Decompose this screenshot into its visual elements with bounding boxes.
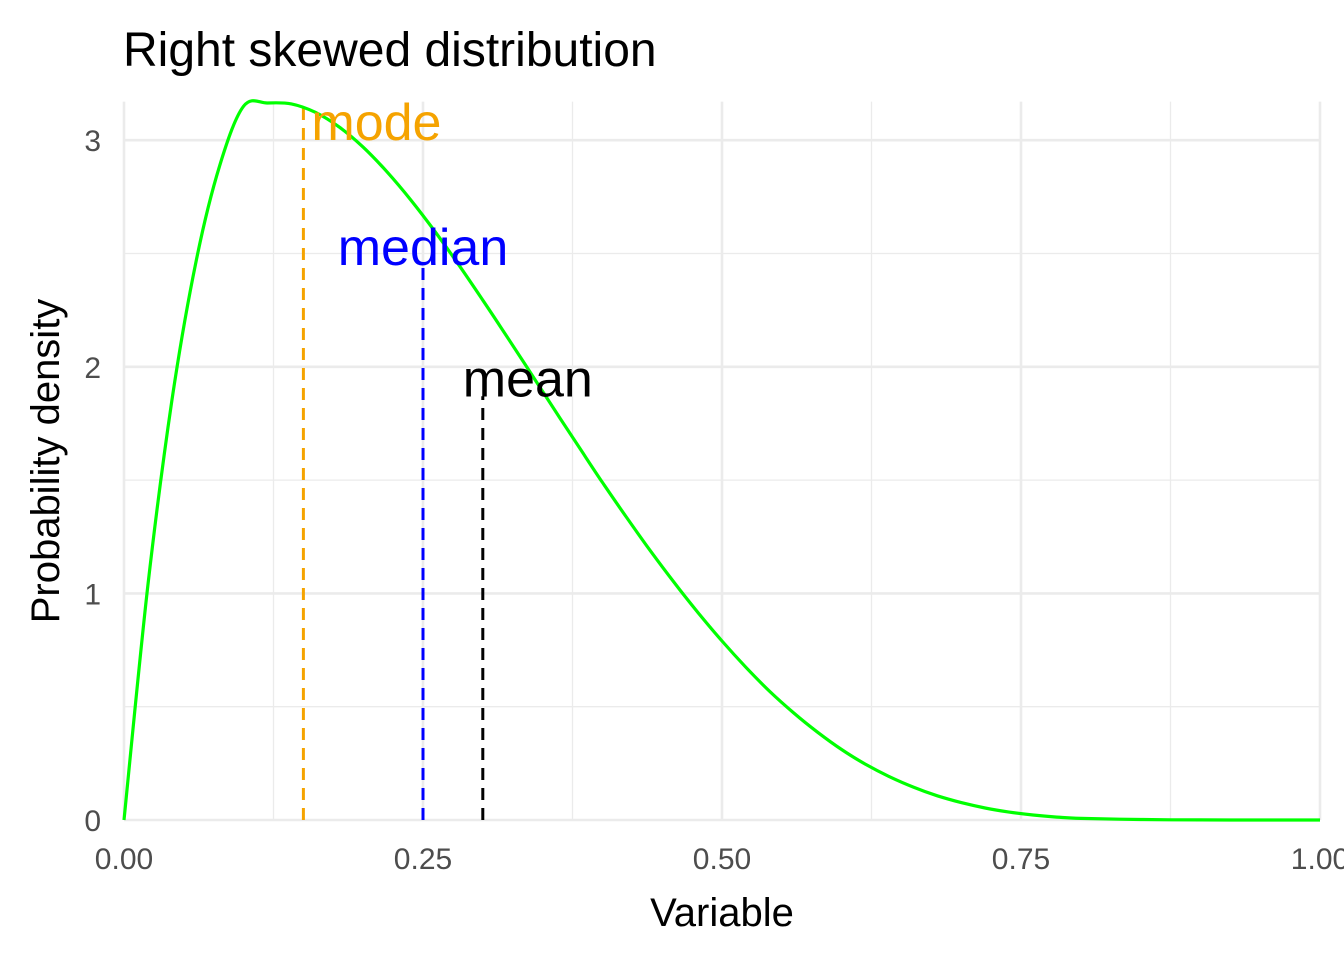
x-axis-ticks: 0.00 0.25 0.50 0.75 1.00	[95, 843, 1344, 876]
reference-lines	[301, 101, 485, 820]
y-tick-label: 1	[84, 578, 101, 611]
y-tick-label: 3	[84, 125, 101, 158]
mode-label: mode	[311, 94, 441, 152]
x-tick-label: 0.75	[992, 843, 1050, 876]
density-curve	[122, 99, 1320, 822]
density-curve-layer	[122, 99, 1320, 822]
x-tick-label: 0.50	[693, 843, 751, 876]
y-axis-title: Probability density	[24, 299, 68, 624]
y-axis-ticks: 0 1 2 3	[84, 125, 101, 838]
annotations: mode median mean	[311, 94, 592, 408]
x-tick-label: 0.00	[95, 843, 153, 876]
mean-label: mean	[463, 350, 593, 408]
x-tick-label: 1.00	[1291, 843, 1344, 876]
y-tick-label: 0	[84, 805, 101, 838]
y-tick-label: 2	[84, 352, 101, 385]
median-label: median	[338, 219, 509, 277]
chart-title: Right skewed distribution	[123, 24, 657, 77]
x-axis-title: Variable	[650, 891, 794, 935]
x-tick-label: 0.25	[394, 843, 452, 876]
